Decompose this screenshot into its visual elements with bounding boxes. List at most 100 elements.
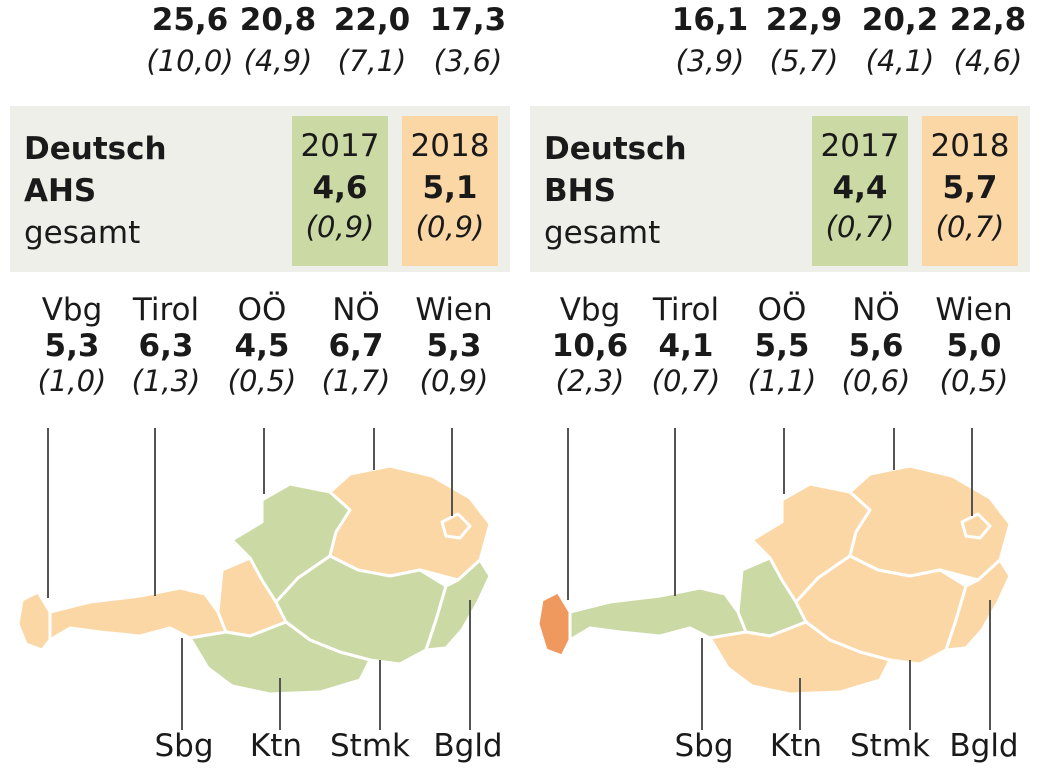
region-sub: (2,3)	[555, 364, 625, 398]
region-wien: Wien 5,3 (0,9)	[404, 292, 504, 398]
box-title: Deutsch BHS gesamt	[544, 128, 687, 254]
year-value: 5,1	[422, 170, 478, 206]
map-region-tirol	[48, 586, 228, 642]
summary-box: Deutsch BHS gesamt 2017 4,4 (0,7) 2018 5…	[530, 106, 1030, 272]
top-value: 22,9	[765, 2, 843, 38]
top-value: 20,2	[861, 2, 939, 38]
top-values-row: 16,1 (3,9) 22,9 (5,7) 20,2 (4,1) 22,8 (4…	[530, 0, 1040, 90]
map-region-vbg	[536, 590, 572, 658]
year-label: 2017	[300, 128, 380, 164]
region-value: 4,1	[658, 328, 714, 364]
region-bgld-label: Bgld	[949, 728, 1019, 764]
region-value: 5,3	[44, 328, 100, 364]
year-value: 5,7	[942, 170, 998, 206]
title-subject: Deutsch	[24, 131, 167, 167]
map-region-wien	[960, 512, 992, 540]
map-region-tirol	[568, 586, 748, 642]
top-sub: (5,7)	[769, 44, 839, 78]
year-value: 4,4	[832, 170, 888, 206]
year-2018-cell: 2018 5,1 (0,9)	[402, 116, 498, 266]
region-sub: (1,0)	[37, 364, 107, 398]
region-stmk-label: Stmk	[850, 728, 930, 764]
year-value: 4,6	[312, 170, 368, 206]
title-gesamt: gesamt	[544, 215, 661, 251]
region-noe: NÖ 6,7 (1,7)	[306, 292, 406, 398]
region-tirol: Tirol 6,3 (1,3)	[116, 292, 216, 398]
region-name: Wien	[415, 292, 493, 328]
map-region-ktn	[708, 620, 892, 696]
year-sub: (0,9)	[415, 210, 485, 244]
region-name: OÖ	[237, 292, 287, 328]
region-sub: (0,5)	[939, 364, 1009, 398]
top-value: 20,8	[239, 2, 317, 38]
top-sub: (4,9)	[243, 44, 313, 78]
region-sub: (0,9)	[419, 364, 489, 398]
region-ooe: OÖ 4,5 (0,5)	[212, 292, 312, 398]
region-ooe: OÖ 5,5 (1,1)	[732, 292, 832, 398]
region-sub: (1,7)	[321, 364, 391, 398]
region-sub: (0,5)	[227, 364, 297, 398]
region-value: 10,6	[551, 328, 629, 364]
year-label: 2017	[820, 128, 900, 164]
region-vbg: Vbg 10,6 (2,3)	[540, 292, 640, 398]
region-name: Tirol	[652, 292, 720, 328]
region-value: 5,3	[426, 328, 482, 364]
region-ktn-label: Ktn	[769, 728, 823, 764]
region-noe: NÖ 5,6 (0,6)	[826, 292, 926, 398]
top-value: 25,6	[151, 2, 229, 38]
top-sub: (10,0)	[146, 44, 234, 78]
region-sub: (0,7)	[651, 364, 721, 398]
region-value: 4,5	[234, 328, 290, 364]
panel-ahs: 25,6 (10,0) 20,8 (4,9) 22,0 (7,1) 17,3 (…	[0, 0, 510, 780]
title-school: AHS	[24, 173, 97, 209]
top-value: 16,1	[671, 2, 749, 38]
map-region-wien	[440, 512, 472, 540]
region-value: 5,5	[754, 328, 810, 364]
region-sbg-label: Sbg	[674, 728, 734, 764]
top-sub: (3,9)	[675, 44, 745, 78]
year-label: 2018	[410, 128, 490, 164]
region-value: 5,6	[848, 328, 904, 364]
box-title: Deutsch AHS gesamt	[24, 128, 167, 254]
title-gesamt: gesamt	[24, 215, 141, 251]
top-value: 22,8	[949, 2, 1027, 38]
top-value: 17,3	[429, 2, 507, 38]
top-sub: (4,6)	[953, 44, 1023, 78]
map-region-bgld	[944, 558, 1012, 652]
region-value: 6,7	[328, 328, 384, 364]
region-ktn-label: Ktn	[249, 728, 303, 764]
top-sub: (3,6)	[433, 44, 503, 78]
region-name: Vbg	[41, 292, 103, 328]
region-name: Vbg	[559, 292, 621, 328]
austria-map	[536, 428, 1012, 730]
year-sub: (0,9)	[305, 210, 375, 244]
region-name: OÖ	[757, 292, 807, 328]
top-value: 22,0	[333, 2, 411, 38]
region-name: Wien	[935, 292, 1013, 328]
region-value: 6,3	[138, 328, 194, 364]
region-name: NÖ	[332, 292, 380, 328]
year-label: 2018	[930, 128, 1010, 164]
austria-map	[16, 428, 492, 730]
region-sub: (0,6)	[841, 364, 911, 398]
map-region-ktn	[188, 620, 372, 696]
title-subject: Deutsch	[544, 131, 687, 167]
top-sub: (7,1)	[337, 44, 407, 78]
map-region-bgld	[424, 558, 492, 652]
region-sub: (1,1)	[747, 364, 817, 398]
summary-box: Deutsch AHS gesamt 2017 4,6 (0,9) 2018 5…	[10, 106, 510, 272]
region-value: 5,0	[946, 328, 1002, 364]
year-sub: (0,7)	[935, 210, 1005, 244]
region-bgld-label: Bgld	[433, 728, 503, 764]
top-sub: (4,1)	[865, 44, 935, 78]
map-region-vbg	[16, 590, 52, 652]
region-name: NÖ	[852, 292, 900, 328]
region-sub: (1,3)	[131, 364, 201, 398]
region-vbg: Vbg 5,3 (1,0)	[22, 292, 122, 398]
year-2018-cell: 2018 5,7 (0,7)	[922, 116, 1018, 266]
top-values-row: 25,6 (10,0) 20,8 (4,9) 22,0 (7,1) 17,3 (…	[0, 0, 510, 90]
panel-bhs: 16,1 (3,9) 22,9 (5,7) 20,2 (4,1) 22,8 (4…	[530, 0, 1040, 780]
year-2017-cell: 2017 4,6 (0,9)	[292, 116, 388, 266]
region-sbg-label: Sbg	[154, 728, 214, 764]
region-wien: Wien 5,0 (0,5)	[924, 292, 1024, 398]
